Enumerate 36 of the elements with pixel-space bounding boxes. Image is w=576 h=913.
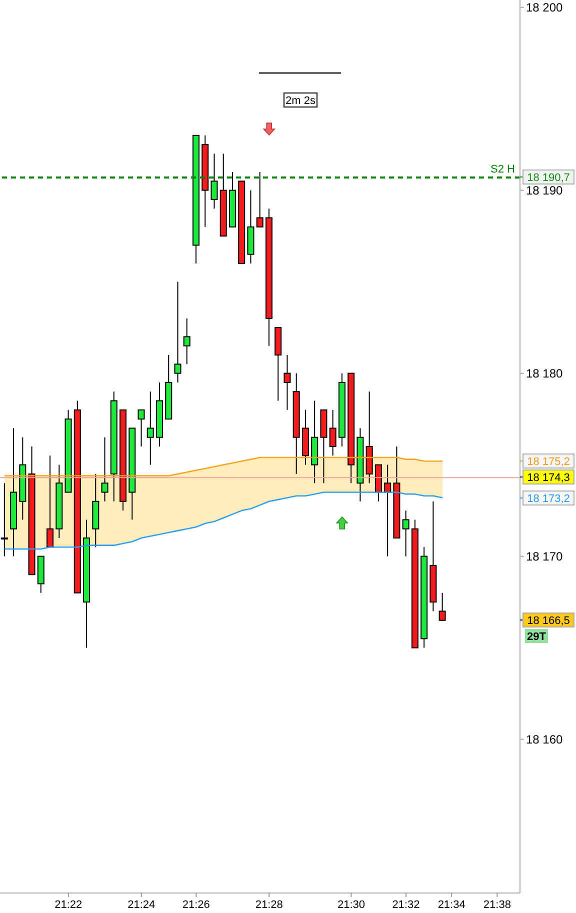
candlestick bbox=[438, 592, 446, 621]
x-tick-label: 21:22 bbox=[54, 899, 82, 911]
candlestick bbox=[284, 354, 291, 410]
candlestick bbox=[46, 455, 54, 548]
candlestick bbox=[210, 153, 218, 210]
text: 18 166,5 bbox=[527, 615, 570, 627]
candlestick bbox=[256, 172, 264, 228]
candlestick bbox=[101, 436, 108, 502]
candlestick bbox=[329, 409, 336, 456]
text: 18 174,3 bbox=[527, 472, 570, 484]
candlestick bbox=[174, 281, 182, 383]
candlestick bbox=[0, 482, 8, 557]
x-tick-label: 21:34 bbox=[438, 899, 466, 911]
x-tick-label: 21:32 bbox=[392, 899, 420, 911]
x-tick-label: 21:26 bbox=[182, 899, 210, 911]
x-tick-label: 21:38 bbox=[483, 899, 511, 911]
candlestick bbox=[183, 318, 190, 365]
y-tick-label: 18 200 bbox=[526, 0, 564, 15]
annotation: 2m 2s bbox=[286, 95, 316, 107]
text: 18 190,7 bbox=[527, 172, 570, 184]
x-tick-label: 21:30 bbox=[337, 899, 365, 911]
y-tick-label: 18 160 bbox=[526, 732, 564, 747]
ref-line-label: S2 H bbox=[490, 164, 516, 176]
text: 18 173,2 bbox=[527, 493, 570, 505]
candlestick bbox=[384, 464, 392, 557]
y-tick-label: 18 190 bbox=[526, 184, 564, 198]
candlestick bbox=[138, 409, 145, 447]
x-tick-label: 21:28 bbox=[255, 899, 283, 911]
y-tick-label: 18 180 bbox=[526, 366, 564, 381]
candlestick bbox=[402, 510, 410, 557]
candlestick bbox=[146, 391, 154, 466]
text: 18 175,2 bbox=[527, 456, 570, 468]
y-tick-label: 18 170 bbox=[526, 550, 564, 564]
line-series bbox=[4, 456, 444, 476]
x-tick-label: 21:24 bbox=[128, 899, 156, 911]
text: 29T bbox=[527, 631, 546, 643]
